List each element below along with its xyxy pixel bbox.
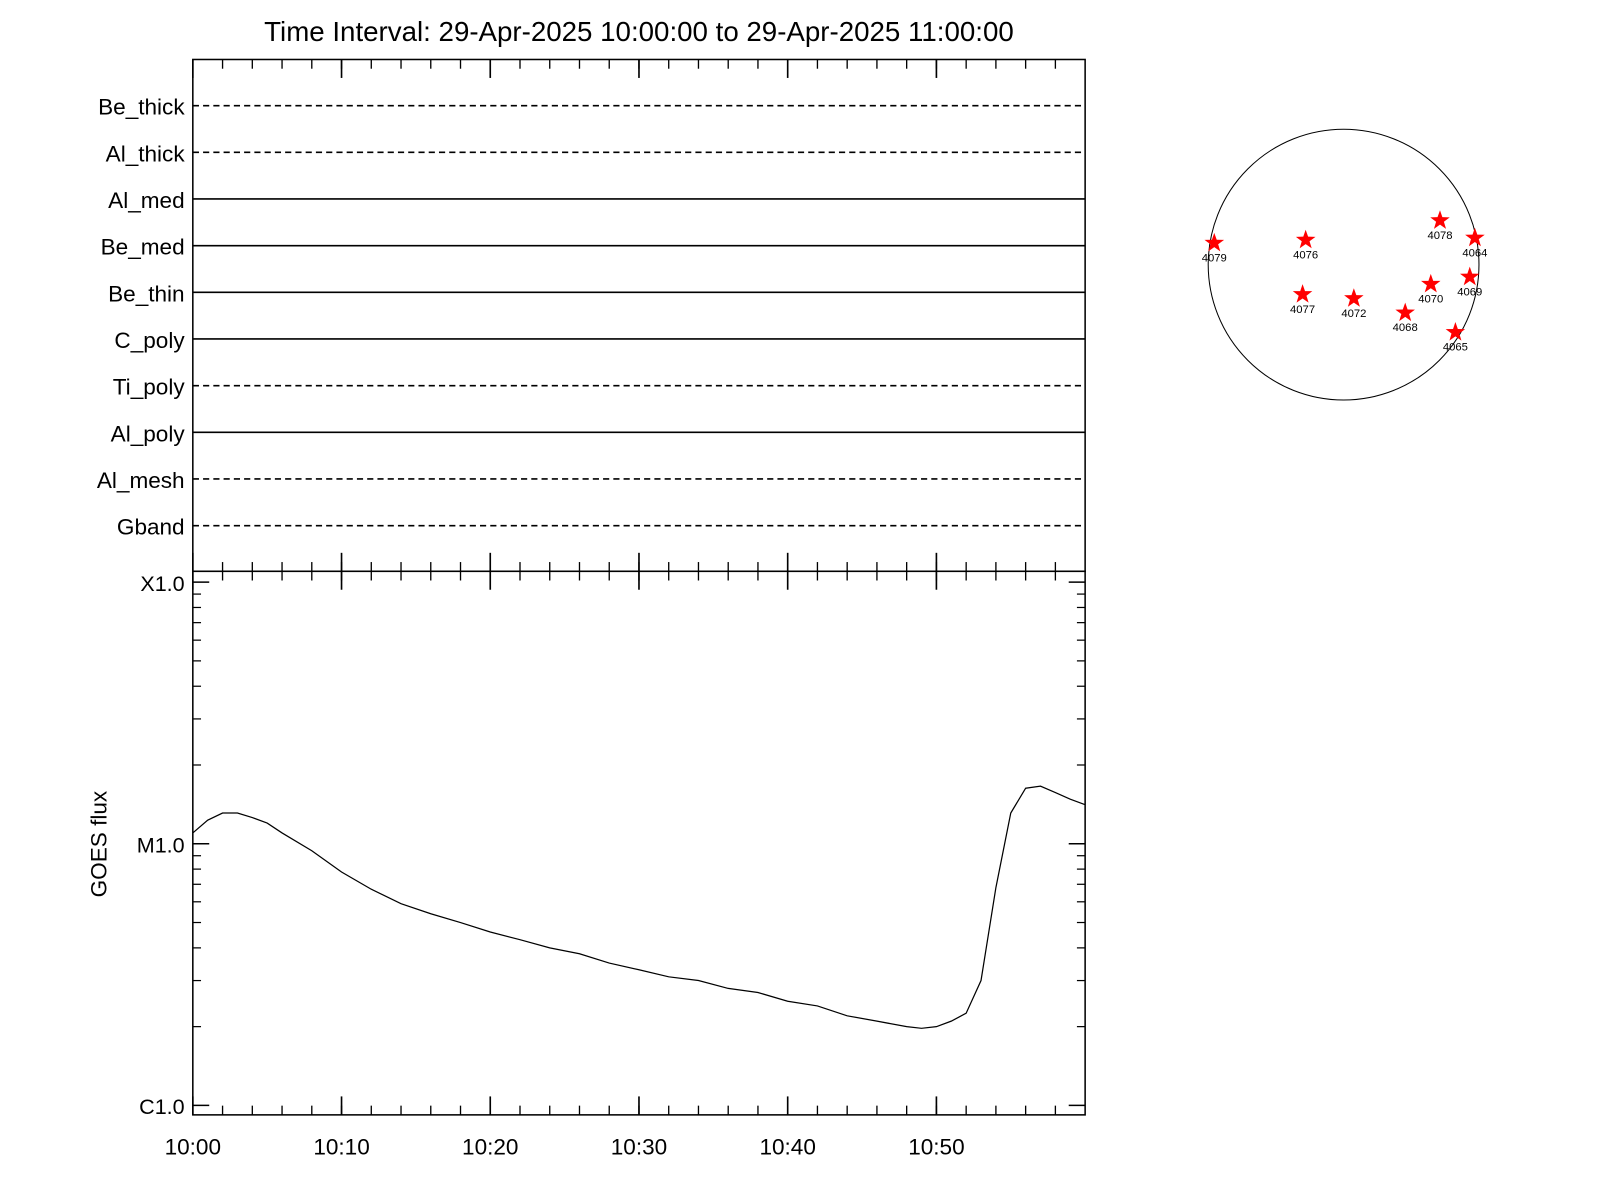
filter-label: Gband (117, 515, 185, 540)
region-label: 4064 (1462, 247, 1487, 259)
filter-label: Ti_poly (113, 375, 186, 400)
region-label: 4076 (1293, 249, 1318, 261)
region-label: 4068 (1393, 322, 1418, 334)
x-tick-label: 10:50 (908, 1135, 964, 1160)
y-axis-label: GOES flux (86, 790, 111, 897)
panel-frame (192, 570, 1086, 1116)
region-marker (1395, 302, 1415, 322)
region-marker (1292, 284, 1313, 303)
region-marker (1430, 210, 1450, 229)
x-tick-label: 10:10 (313, 1135, 369, 1160)
filter-label: Be_thick (98, 95, 185, 120)
region-marker (1344, 288, 1364, 307)
region-label: 4078 (1427, 230, 1452, 242)
filter-label: Al_poly (111, 421, 186, 446)
filter-label: Al_thick (106, 141, 186, 166)
region-marker (1204, 232, 1225, 252)
y-tick-label: M1.0 (137, 834, 185, 858)
filter-label: Al_med (108, 188, 184, 213)
x-tick-label: 10:30 (611, 1135, 667, 1160)
x-tick-label: 10:00 (165, 1135, 221, 1160)
filter-label: Be_thin (108, 281, 184, 306)
flux-line (192, 785, 1086, 1029)
region-marker (1460, 266, 1480, 286)
region-label: 4065 (1443, 342, 1468, 354)
chart-title: Time Interval: 29-Apr-2025 10:00:00 to 2… (264, 16, 1014, 47)
region-marker (1295, 229, 1316, 249)
region-marker (1421, 273, 1441, 293)
region-marker (1465, 227, 1485, 247)
region-label: 4072 (1341, 308, 1366, 320)
x-tick-label: 10:20 (462, 1135, 518, 1160)
y-tick-label: X1.0 (140, 572, 184, 596)
y-tick-label: C1.0 (139, 1095, 184, 1119)
region-label: 4079 (1202, 252, 1227, 264)
x-tick-label: 10:40 (759, 1135, 815, 1160)
region-label: 4070 (1418, 293, 1443, 305)
solar-disk (1207, 128, 1480, 401)
region-label: 4077 (1290, 304, 1315, 316)
region-marker (1445, 322, 1466, 341)
region-label: 4069 (1457, 286, 1482, 298)
filter-label: C_poly (114, 328, 185, 353)
filter-label: Al_mesh (97, 468, 185, 493)
filter-label: Be_med (101, 235, 185, 260)
panel-frame (192, 58, 1086, 573)
